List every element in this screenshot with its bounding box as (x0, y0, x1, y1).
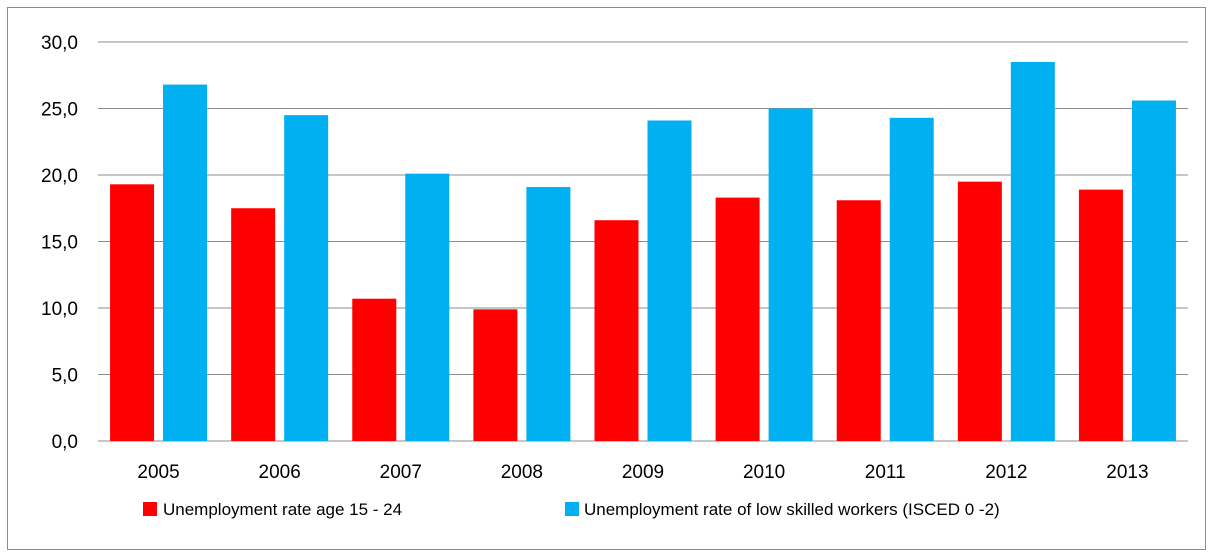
bar-low-skilled-2007 (405, 173, 450, 442)
y-tick-label: 15,0 (41, 233, 78, 254)
bar-youth-2006 (231, 208, 276, 441)
legend-swatch (565, 502, 579, 516)
bar-youth-2012 (957, 181, 1002, 441)
bars (110, 61, 1176, 442)
x-tick-label: 2005 (137, 462, 179, 483)
gridlines (98, 41, 1188, 442)
y-tick-label: 5,0 (52, 366, 78, 387)
y-tick-label: 20,0 (41, 166, 78, 187)
x-tick-label: 2008 (501, 462, 543, 483)
y-tick-label: 30,0 (41, 33, 78, 54)
x-tick-label: 2011 (865, 462, 906, 483)
bar-youth-2013 (1078, 189, 1123, 441)
legend-swatch (143, 502, 157, 516)
bar-low-skilled-2009 (647, 120, 692, 441)
bar-youth-2008 (473, 309, 518, 441)
bar-youth-2005 (110, 184, 155, 441)
x-tick-label: 2010 (743, 462, 785, 483)
y-tick-label: 25,0 (41, 100, 78, 121)
bar-youth-2010 (715, 197, 760, 441)
legend-label: Unemployment rate age 15 - 24 (163, 500, 402, 519)
bar-youth-2007 (352, 298, 397, 441)
bar-low-skilled-2011 (889, 117, 934, 441)
legend-label: Unemployment rate of low skilled workers… (584, 500, 1000, 519)
bar-low-skilled-2013 (1131, 100, 1176, 442)
x-tick-label: 2006 (259, 462, 301, 483)
bar-low-skilled-2010 (768, 108, 813, 441)
x-axis-tick-labels: 2005 2006 2007 2008 2009 2010 2011 2012 2013 (137, 462, 1148, 483)
x-tick-label: 2009 (622, 462, 664, 483)
y-axis-tick-labels: 0,0 5,0 10,0 15,0 20,0 25,0 30,0 (41, 33, 78, 453)
bar-youth-2011 (836, 200, 881, 441)
bar-low-skilled-2012 (1010, 61, 1055, 441)
x-tick-label: 2012 (985, 462, 1027, 483)
bar-low-skilled-2006 (284, 115, 329, 442)
bar-low-skilled-2008 (526, 186, 571, 441)
x-tick-label: 2013 (1106, 462, 1148, 483)
bar-youth-2009 (594, 220, 639, 441)
legend: Unemployment rate age 15 - 24 Unemploymen… (143, 500, 1000, 519)
bar-low-skilled-2005 (163, 84, 208, 441)
y-tick-label: 0,0 (52, 432, 78, 453)
x-tick-label: 2007 (380, 462, 422, 483)
y-tick-label: 10,0 (41, 299, 78, 320)
